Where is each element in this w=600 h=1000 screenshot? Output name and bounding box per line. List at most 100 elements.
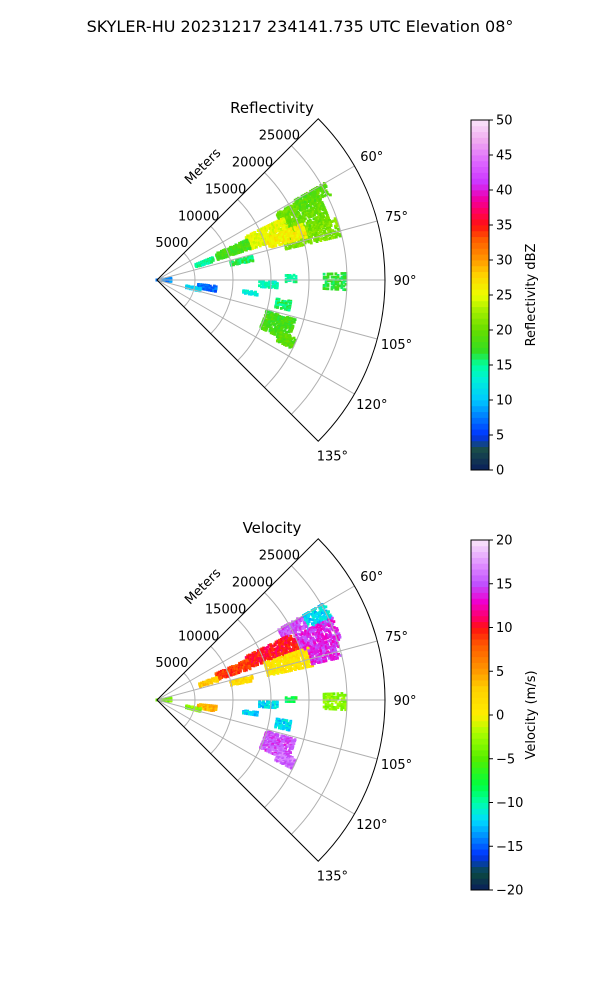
- radar-gate: [326, 192, 330, 196]
- radar-gate: [247, 712, 251, 716]
- radar-gate: [325, 218, 329, 221]
- radar-gate: [313, 231, 316, 234]
- colorbar-tick-label: 10: [496, 621, 513, 636]
- radar-gate: [226, 255, 229, 258]
- radar-gate: [324, 605, 328, 609]
- radar-gate: [247, 292, 251, 296]
- radar-gate: [257, 659, 260, 663]
- radar-gate: [330, 697, 334, 701]
- radar-gate: [250, 664, 254, 667]
- radar-gate: [316, 187, 320, 191]
- radar-gate: [330, 707, 334, 711]
- radar-gate: [248, 239, 252, 243]
- radar-gate: [198, 289, 202, 293]
- radar-gate: [329, 653, 332, 656]
- radar-gate: [255, 245, 258, 249]
- radar-gate: [264, 646, 268, 650]
- radar-gate: [214, 679, 217, 683]
- radar-gate: [246, 666, 249, 670]
- radar-gate: [331, 622, 335, 626]
- colorbar-segment: [471, 744, 489, 751]
- radar-gate: [314, 227, 317, 231]
- radar-gate: [334, 697, 338, 701]
- radar-gate: [321, 213, 325, 217]
- radar-gate: [303, 616, 307, 620]
- radar-gate: [324, 695, 328, 699]
- radar-gate: [340, 282, 344, 286]
- colorbar-segment: [471, 779, 489, 786]
- radar-gate: [305, 665, 309, 669]
- radar-gate: [279, 652, 283, 655]
- radar-gate: [302, 652, 305, 656]
- radar-gate: [298, 223, 302, 227]
- radar-gate: [262, 237, 266, 241]
- radar-gate: [307, 240, 311, 244]
- radar-gate: [266, 324, 270, 328]
- radar-gate: [272, 229, 276, 233]
- radar-gate: [258, 244, 262, 248]
- colorbar-segment: [471, 866, 489, 873]
- radar-gate: [334, 706, 338, 709]
- colorbar-segment: [471, 405, 489, 413]
- radar-gate: [318, 660, 322, 664]
- radar-gate: [310, 191, 313, 195]
- radar-gate: [284, 739, 288, 743]
- radar-gate: [325, 647, 329, 650]
- radar-gate: [334, 226, 338, 230]
- radar-gate: [249, 679, 253, 683]
- colorbar-tick-label: 20: [496, 324, 513, 339]
- radar-gate: [316, 233, 319, 237]
- radar-gate: [303, 195, 306, 199]
- radar-gate: [324, 210, 328, 214]
- radar-gate: [239, 681, 243, 685]
- radar-gate: [315, 635, 318, 638]
- radar-gate: [330, 704, 334, 708]
- radar-gate: [285, 641, 289, 644]
- radar-gate: [310, 194, 314, 198]
- radar-gate: [314, 211, 318, 215]
- radar-gate: [306, 635, 310, 638]
- radar-gate: [287, 728, 291, 732]
- radar-gate: [271, 735, 275, 739]
- radar-gate: [269, 242, 273, 245]
- colorbar-segment: [471, 435, 489, 442]
- radar-gate: [344, 277, 348, 281]
- radar-gate: [288, 220, 292, 224]
- radar-gate: [318, 186, 322, 190]
- radar-gate: [249, 259, 253, 262]
- radar-gate: [281, 719, 285, 723]
- radar-gate: [318, 215, 321, 219]
- radar-gate: [327, 624, 331, 628]
- radar-gate: [265, 705, 269, 709]
- radar-gate: [253, 661, 257, 664]
- radar-gate: [216, 679, 219, 683]
- radar-gate: [278, 662, 282, 666]
- radar-gate: [320, 216, 324, 219]
- radar-gate: [296, 202, 299, 206]
- colorbar-segment: [471, 755, 489, 763]
- radar-gate: [286, 276, 290, 280]
- radar-gate: [277, 227, 281, 231]
- radar-gate: [336, 634, 339, 638]
- colorbar-segment: [471, 335, 489, 343]
- radar-gate: [311, 198, 315, 202]
- radar-gate: [311, 614, 315, 618]
- colorbar-segment: [471, 872, 489, 879]
- radar-gate: [337, 632, 341, 636]
- radar-gate: [268, 750, 271, 754]
- radar-gate: [235, 245, 239, 249]
- radar-gate: [314, 612, 318, 616]
- radar-gate: [314, 633, 318, 637]
- radar-gate: [295, 628, 299, 632]
- radar-gate: [320, 660, 324, 664]
- radar-gate: [314, 196, 317, 200]
- radar-gate: [305, 643, 309, 647]
- radar-gate: [305, 201, 308, 204]
- radar-gate: [299, 633, 303, 636]
- radar-gate: [161, 699, 165, 702]
- radar-gate: [264, 242, 268, 246]
- radar-gate: [243, 669, 246, 673]
- radar-gate: [204, 682, 208, 686]
- colorbar-segment: [471, 598, 489, 605]
